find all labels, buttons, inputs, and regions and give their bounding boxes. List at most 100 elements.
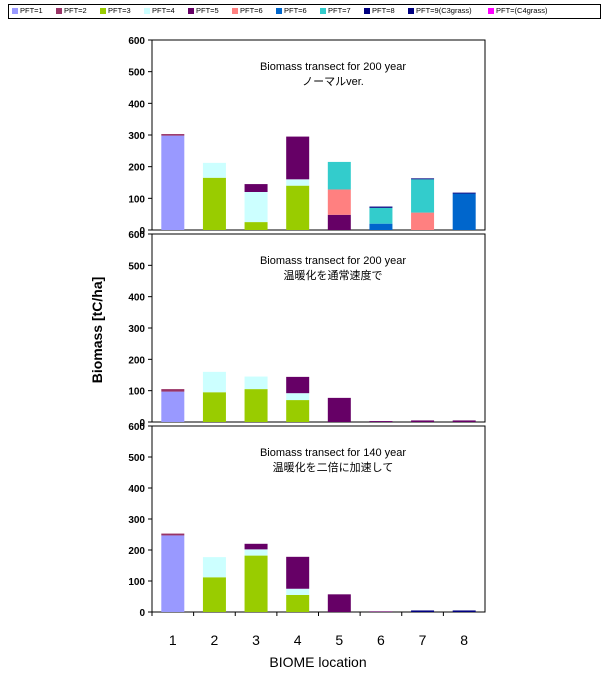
y-axis-label: Biomass [tC/ha] xyxy=(89,277,105,384)
y-tick-label: 300 xyxy=(128,131,145,142)
bar-segment xyxy=(161,391,185,422)
bar-segment xyxy=(452,420,476,422)
y-tick-label: 0 xyxy=(139,608,145,619)
panel-subtitle: 温暖化を二倍に加速して xyxy=(273,460,394,474)
bar-segment xyxy=(286,376,310,394)
legend-swatch xyxy=(364,8,370,14)
legend-swatch xyxy=(232,8,238,14)
bar-segment xyxy=(244,555,268,612)
y-tick-label: 400 xyxy=(128,484,145,495)
y-tick-label: 300 xyxy=(128,324,145,335)
y-tick-label: 100 xyxy=(128,577,145,588)
bar-segment xyxy=(244,192,268,223)
y-tick-label: 0 xyxy=(139,418,145,429)
y-tick-label: 600 xyxy=(128,36,145,47)
bar-segment xyxy=(244,543,268,550)
y-tick-label: 500 xyxy=(128,68,145,79)
legend-label: PFT=(C4grass) xyxy=(496,6,548,15)
legend-swatch xyxy=(488,8,494,14)
x-tick-label: 3 xyxy=(252,632,260,648)
legend-swatch xyxy=(408,8,414,14)
bar-segment xyxy=(202,392,226,422)
bar-segment xyxy=(161,533,185,536)
bar-segment xyxy=(244,222,268,230)
legend-label: PFT=4 xyxy=(152,6,175,15)
bar-segment xyxy=(202,177,226,230)
panel-title: Biomass transect for 140 year xyxy=(260,447,406,459)
legend-label: PFT=7 xyxy=(328,6,351,15)
bar-segment xyxy=(286,588,310,595)
legend-label: PFT=8 xyxy=(372,6,395,15)
chart-legend: PFT=1 PFT=2 PFT=3 PFT=4 PFT=5 PFT=6 PFT=6 PFT=7… xyxy=(8,4,601,19)
legend-swatch xyxy=(144,8,150,14)
bar-segment xyxy=(286,400,310,422)
y-tick-label: 0 xyxy=(139,226,145,237)
legend-swatch xyxy=(12,8,18,14)
bar-segment xyxy=(411,178,435,180)
y-tick-label: 600 xyxy=(128,230,145,241)
bar-segment xyxy=(161,134,185,136)
x-axis-label: BIOME location xyxy=(269,654,366,670)
bar-segment xyxy=(161,389,185,392)
bar-segment xyxy=(161,535,185,612)
bar-segment xyxy=(244,376,268,390)
panel-subtitle: 温暖化を通常速度で xyxy=(284,268,383,282)
y-tick-label: 400 xyxy=(128,293,145,304)
x-tick-label: 6 xyxy=(377,632,385,648)
legend-label: PFT=6 xyxy=(240,6,263,15)
x-tick-label: 5 xyxy=(335,632,343,648)
y-tick-label: 200 xyxy=(128,355,145,366)
bar-segment xyxy=(327,214,351,230)
legend-label: PFT=3 xyxy=(108,6,131,15)
bar-segment xyxy=(369,207,393,224)
bar-segment xyxy=(411,420,435,422)
legend-label: PFT=2 xyxy=(64,6,87,15)
bar-segment xyxy=(286,393,310,401)
y-tick-label: 200 xyxy=(128,163,145,174)
y-tick-label: 100 xyxy=(128,194,145,205)
bar-segment xyxy=(286,185,310,230)
y-tick-label: 100 xyxy=(128,387,145,398)
bar-segment xyxy=(452,193,476,230)
y-tick-label: 600 xyxy=(128,422,145,433)
y-tick-label: 500 xyxy=(128,261,145,272)
bar-segment xyxy=(369,206,393,208)
x-tick-label: 4 xyxy=(294,632,302,648)
bar-segment xyxy=(327,397,351,422)
legend-label: PFT=1 xyxy=(20,6,43,15)
bar-segment xyxy=(327,594,351,612)
bar-segment xyxy=(244,184,268,192)
legend-label: PFT=6 xyxy=(284,6,307,15)
bar-segment xyxy=(327,161,351,190)
x-tick-label: 7 xyxy=(419,632,427,648)
bar-segment xyxy=(202,557,226,578)
bar-segment xyxy=(244,549,268,556)
y-tick-label: 300 xyxy=(128,515,145,526)
legend-swatch xyxy=(320,8,326,14)
bar-segment xyxy=(369,611,393,612)
bar-segment xyxy=(286,594,310,612)
bar-segment xyxy=(202,162,226,178)
bar-segment xyxy=(202,371,226,393)
legend-swatch xyxy=(276,8,282,14)
legend-swatch xyxy=(56,8,62,14)
legend-label: PFT=5 xyxy=(196,6,219,15)
bar-segment xyxy=(411,212,435,230)
bar-segment xyxy=(369,421,393,422)
bar-segment xyxy=(411,610,435,612)
panel-title: Biomass transect for 200 year xyxy=(260,255,406,267)
y-tick-label: 400 xyxy=(128,99,145,110)
bar-segment xyxy=(452,610,476,612)
bar-segment xyxy=(452,192,476,194)
y-tick-label: 200 xyxy=(128,546,145,557)
bar-segment xyxy=(327,189,351,215)
bar-segment xyxy=(286,179,310,186)
panel-subtitle: ノーマルver. xyxy=(302,76,364,88)
bar-segment xyxy=(161,135,185,230)
legend-swatch xyxy=(100,8,106,14)
x-tick-label: 2 xyxy=(211,632,219,648)
y-tick-label: 500 xyxy=(128,453,145,464)
x-tick-label: 8 xyxy=(460,632,468,648)
panel-title: Biomass transect for 200 year xyxy=(260,61,406,73)
